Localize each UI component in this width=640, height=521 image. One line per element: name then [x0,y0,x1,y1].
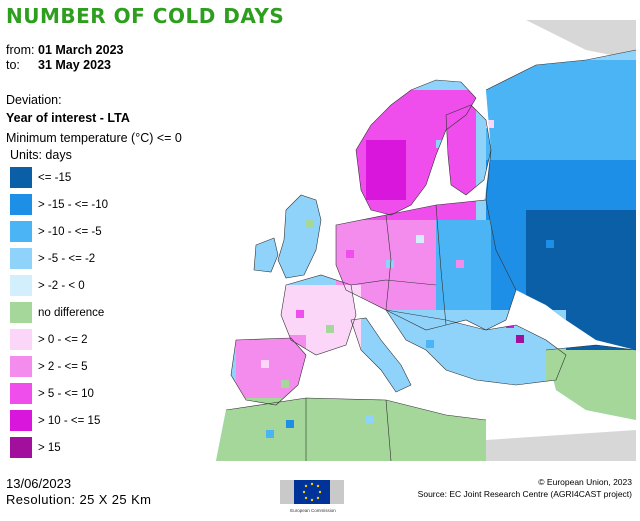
legend-label: > -2 - < 0 [38,279,85,292]
northeast-blue-zone [486,60,636,160]
legend-swatch [10,329,32,350]
legend-item: > -2 - < 0 [10,272,108,299]
legend-item: > 5 - <= 10 [10,380,108,407]
legend-label: <= -15 [38,171,72,184]
legend-item: > 0 - <= 2 [10,326,108,353]
legend-swatch [10,221,32,242]
north-africa-green-zone [216,398,496,461]
copyright-label: © European Union, 2023 [538,477,632,487]
norway-purple-zone [366,140,406,200]
legend-label: > -15 - <= -10 [38,198,108,211]
legend-item: > 15 [10,434,108,461]
legend-swatch [10,167,32,188]
legend-label: no difference [38,306,105,319]
middle-east-grey [466,430,636,461]
middle-east-green-zone [546,350,636,420]
balkans-blue-zone [386,310,566,390]
from-label: from: [6,43,35,57]
legend-label: > 10 - <= 15 [38,414,101,427]
european-commission-logo: European Commission [280,480,344,513]
map-title: NUMBER OF COLD DAYS [6,4,285,28]
legend-label: > 0 - <= 2 [38,333,88,346]
logo-text: European Commission [290,508,336,513]
legend-item: <= -15 [10,164,108,191]
to-label: to: [6,58,20,72]
units-label: Units: days [10,148,72,162]
period-block: from: 01 March 2023 to: 31 May 2023 [6,43,123,73]
legend-item: > -5 - <= -2 [10,245,108,272]
legend-label: > -5 - <= -2 [38,252,96,265]
europe-map [216,20,636,461]
legend-label: > 15 [38,441,61,454]
legend-swatch [10,194,32,215]
indicator-label: Minimum temperature (°C) <= 0 [6,131,182,145]
legend-swatch [10,410,32,431]
legend-item: > 10 - <= 15 [10,407,108,434]
to-value: 31 May 2023 [38,58,111,72]
legend-label: > 5 - <= 10 [38,387,94,400]
legend-swatch [10,302,32,323]
source-label: Source: EC Joint Research Centre (AGRI4C… [417,489,632,499]
legend-item: > -15 - <= -10 [10,191,108,218]
legend-swatch [10,275,32,296]
eastern-europe-blue-zone [436,220,491,320]
east-darkblue-zone [526,210,636,350]
from-value: 01 March 2023 [38,43,124,57]
deviation-value: Year of interest - LTA [6,111,130,125]
legend-label: > 2 - <= 5 [38,360,88,373]
legend-swatch [10,248,32,269]
issue-date: 13/06/2023 [6,476,72,491]
legend-label: > -10 - <= -5 [38,225,102,238]
resolution-label: Resolution: 25 X 25 Km [6,492,152,507]
greenland-shape [526,20,636,60]
legend-swatch [10,383,32,404]
deviation-label: Deviation: [6,93,62,107]
legend: <= -15 > -15 - <= -10 > -10 - <= -5 > -5… [10,164,108,461]
legend-item: > 2 - <= 5 [10,353,108,380]
legend-item: > -10 - <= -5 [10,218,108,245]
legend-swatch [10,437,32,458]
legend-swatch [10,356,32,377]
iberia-pink-zone [236,335,306,405]
legend-item: no difference [10,299,108,326]
country-borders [225,49,636,461]
